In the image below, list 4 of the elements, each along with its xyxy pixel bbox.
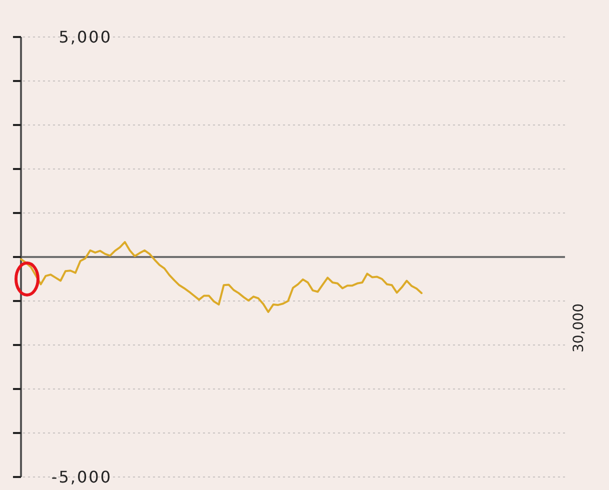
text: 30,000: [570, 304, 587, 352]
line-series: [20, 241, 423, 313]
y-tick-label: 5,000: [58, 28, 112, 47]
y-tick-label: -5,000: [51, 468, 112, 487]
